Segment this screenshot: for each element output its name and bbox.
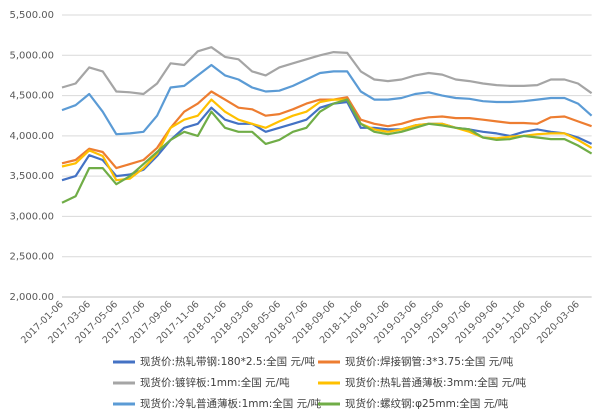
y-tick-label: 2,500.00 (9, 252, 54, 263)
y-tick-label: 4,000.00 (9, 131, 54, 142)
legend-label: 现货价:热轧普通薄板:3mm:全国 元/吨 (345, 376, 527, 389)
series-line (61, 98, 593, 204)
series-line (61, 46, 593, 96)
y-tick-label: 3,000.00 (9, 211, 54, 222)
series-line (61, 100, 593, 182)
legend-label: 现货价:镀锌板:1mm:全国 元/吨 (140, 376, 290, 389)
legend-label: 现货价:热轧带钢:180*2.5:全国 元/吨 (140, 355, 315, 368)
legend-label: 现货价:冷轧普通薄板:1mm:全国 元/吨 (140, 397, 322, 409)
y-tick-label: 4,500.00 (9, 91, 54, 102)
series-line (61, 90, 592, 170)
y-tick-label: 5,000.00 (9, 50, 54, 61)
series-line (61, 63, 593, 136)
y-tick-label: 5,500.00 (9, 10, 54, 21)
y-tick-label: 3,500.00 (9, 171, 54, 182)
y-tick-label: 2,000.00 (9, 292, 54, 303)
legend-label: 现货价:焊接钢管:3*3.75:全国 元/吨 (345, 355, 514, 368)
legend-label: 现货价:螺纹钢:φ25mm:全国 元/吨 (345, 397, 509, 409)
series-line (61, 98, 593, 182)
